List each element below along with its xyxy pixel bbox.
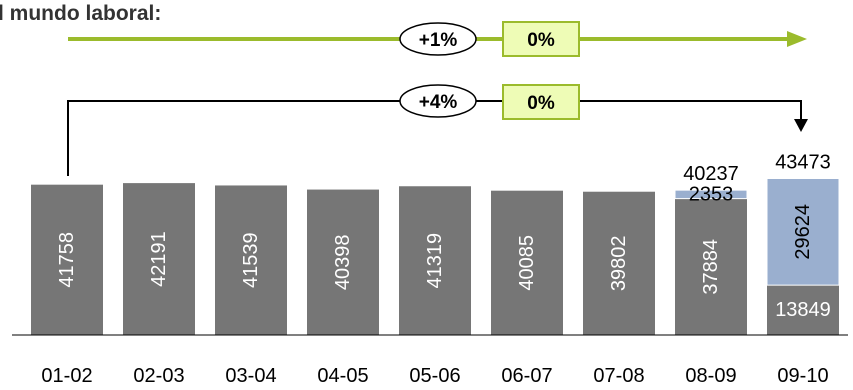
x-tick-label: 03-04: [225, 365, 276, 387]
bar-label-top: 29624: [792, 204, 814, 260]
x-tick-label: 07-08: [593, 365, 644, 387]
x-tick-label: 05-06: [409, 365, 460, 387]
bar-label-base: 41539: [240, 232, 262, 288]
bar-label-base: 39802: [608, 236, 630, 292]
x-tick-label: 06-07: [501, 365, 552, 387]
bar-segment-base: [583, 191, 655, 335]
bar-label-base: 41758: [56, 232, 78, 288]
green-trend-arrow: +1% 0%: [68, 21, 807, 57]
bar-label-base: 40398: [332, 234, 354, 290]
black-trend-arrow: +4% 0%: [67, 84, 808, 176]
x-axis-ticks: 01-02 02-03 03-04 04-05 05-06 06-07 07-08 08-09…: [41, 365, 828, 387]
bars-group: 41758 42191 41539 40398 41319 40085 3980223534…: [31, 151, 840, 335]
bar-label-base: 41319: [424, 233, 446, 289]
x-tick-label: 04-05: [317, 365, 368, 387]
black-arrow-pct: +4%: [419, 92, 458, 113]
bar-label-top: 2353: [689, 183, 734, 205]
bar-segment-base: [31, 184, 103, 335]
bar-segment-base: [675, 198, 747, 335]
bar-segment-base: [215, 185, 287, 335]
x-tick-label: 01-02: [41, 365, 92, 387]
bar-total-label: 40237: [683, 163, 739, 185]
bar-label-base: 42191: [148, 231, 170, 287]
bar-total-label: 43473: [775, 151, 831, 173]
bar-segment-top: [674, 189, 748, 200]
green-arrow-pct: +1%: [419, 30, 458, 51]
chart-title: l mundo laboral:: [0, 2, 161, 25]
x-tick-label: 08-09: [685, 365, 736, 387]
green-arrow-box: 0%: [527, 30, 555, 51]
bar-segment-top: [766, 177, 840, 286]
bar-label-base: 37884: [700, 239, 722, 295]
bar-segment-base: [491, 190, 563, 335]
bar-segment-base: [399, 186, 471, 335]
bar-label-base: 13849: [775, 299, 831, 321]
black-arrow-box: 0%: [527, 93, 555, 114]
bar-segment-base: [307, 189, 379, 335]
bar-label-base: 40085: [516, 235, 538, 291]
bar-segment-base: [123, 183, 195, 335]
bar-segment-base: [767, 285, 839, 335]
x-tick-label: 02-03: [133, 365, 184, 387]
x-tick-label: 09-10: [777, 365, 828, 387]
